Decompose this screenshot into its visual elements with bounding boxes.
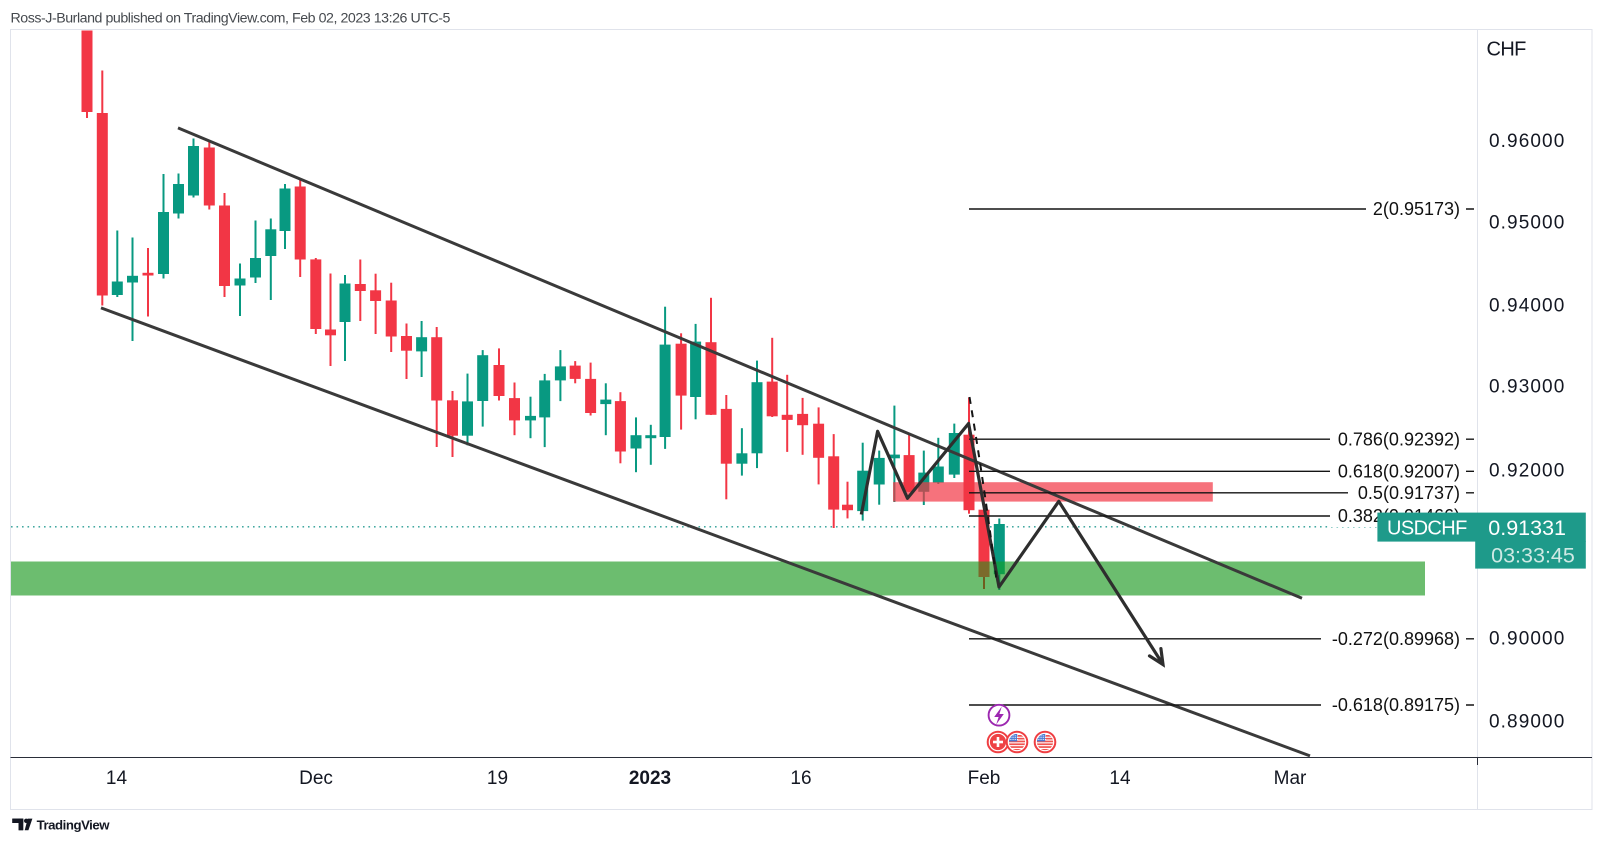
svg-text:CHF: CHF [1487,39,1527,61]
svg-text:16: 16 [790,768,811,789]
svg-text:19: 19 [487,768,508,789]
svg-text:Mar: Mar [1274,768,1307,789]
svg-text:0.93000: 0.93000 [1489,377,1565,398]
svg-text:14: 14 [1109,768,1131,789]
svg-text:0.94000: 0.94000 [1489,296,1565,317]
svg-text:14: 14 [106,768,128,789]
svg-text:Dec: Dec [299,768,333,789]
svg-text:0.786(0.92392): 0.786(0.92392) [1338,429,1460,449]
svg-text:0.618(0.92007): 0.618(0.92007) [1338,462,1460,482]
svg-text:0.92000: 0.92000 [1489,461,1565,482]
svg-text:0.95000: 0.95000 [1489,213,1565,234]
svg-text:0.91331: 0.91331 [1488,516,1566,540]
svg-text:TradingView: TradingView [37,818,111,833]
svg-text:0.5(0.91737): 0.5(0.91737) [1358,483,1460,503]
svg-text:2(0.95173): 2(0.95173) [1373,199,1460,219]
svg-text:0.90000: 0.90000 [1489,629,1565,650]
svg-text:Feb: Feb [968,768,1001,789]
svg-text:2023: 2023 [629,768,671,789]
svg-text:-0.272(0.89968): -0.272(0.89968) [1332,629,1460,649]
svg-text:0.89000: 0.89000 [1489,712,1565,733]
svg-text:03:33:45: 03:33:45 [1491,544,1575,568]
svg-text:USDCHF: USDCHF [1387,518,1467,540]
svg-text:-0.618(0.89175): -0.618(0.89175) [1332,695,1460,715]
svg-text:Ross-J-Burland published on Tr: Ross-J-Burland published on TradingView.… [11,11,451,27]
svg-text:0.96000: 0.96000 [1489,131,1565,152]
